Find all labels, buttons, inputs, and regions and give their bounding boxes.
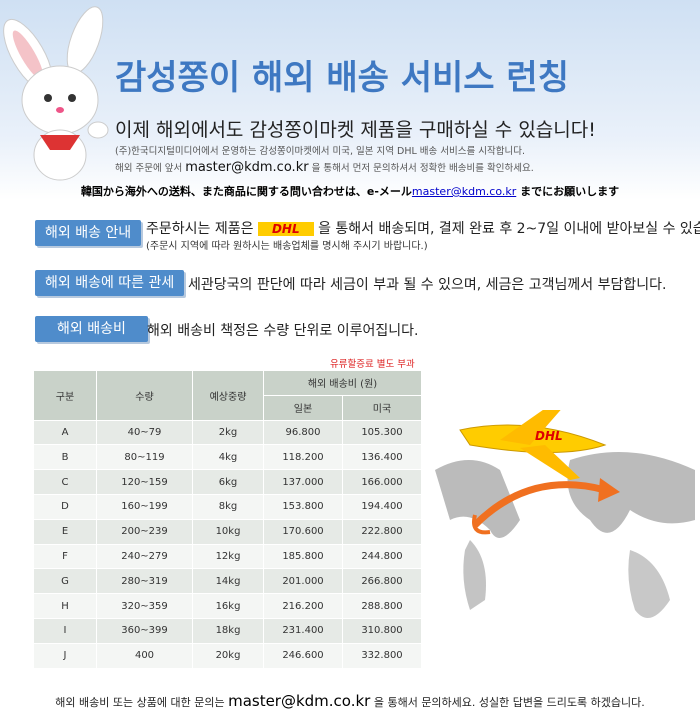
cell: 80~119 — [96, 444, 193, 471]
cell: 4kg — [192, 444, 264, 471]
table-row: J 400 20kg 246.600 332.800 — [33, 642, 422, 669]
cell: 185.800 — [263, 543, 343, 570]
email: master@kdm.co.kr — [185, 160, 309, 175]
th: 수량 — [96, 370, 193, 421]
cell: 2kg — [192, 419, 264, 446]
mascot — [3, 6, 109, 181]
cell: 8kg — [192, 493, 264, 520]
th: 해외 배송비 (원) — [263, 370, 422, 396]
cell: 288.800 — [342, 593, 422, 619]
text: 을 통해서 문의하세요. 성실한 답변을 드리도록 하겠습니다. — [373, 696, 645, 709]
cell: 14kg — [192, 568, 264, 595]
title: 감성쫑이 해외 배송 서비스 런칭 — [115, 58, 569, 98]
dhl-logo: DHL — [257, 222, 314, 236]
cell: 280~319 — [96, 568, 193, 595]
japanese-note: 韓国から海外への送料、また商品に関する問い合わせは、e-メールmaster@kd… — [0, 183, 700, 199]
text: 해외 배송비 또는 상품에 대한 문의는 — [55, 696, 225, 709]
section-note: (주문시 지역에 따라 원하시는 배송업체를 명시해 주시기 바랍니다.) — [146, 241, 428, 252]
cell: 96.800 — [263, 419, 343, 446]
cell: 6kg — [192, 469, 264, 495]
email-link[interactable]: master@kdm.co.kr — [411, 185, 517, 198]
cell: 320~359 — [96, 593, 193, 619]
plane-logo: DHL — [535, 429, 563, 443]
map-illustration: DHL — [435, 410, 695, 618]
cell: 136.400 — [342, 444, 422, 471]
section-label: 해외 배송에 따른 관세 — [35, 270, 185, 296]
table-row: E 200~239 10kg 170.600 222.800 — [33, 518, 422, 545]
cell: 201.000 — [263, 568, 343, 595]
cell: 10kg — [192, 518, 264, 545]
section-text: 주문하시는 제품은 DHL 을 통해서 배송되며, 결제 완료 후 2~7일 이… — [146, 218, 700, 238]
th: 일본 — [263, 394, 343, 421]
table-row: I 360~399 18kg 231.400 310.800 — [33, 617, 422, 644]
cell: 20kg — [192, 642, 264, 669]
cell: 166.000 — [342, 469, 422, 495]
cell: G — [33, 568, 97, 595]
cell: 120~159 — [96, 469, 193, 495]
header-bg — [0, 0, 700, 200]
table-row: C 120~159 6kg 137.000 166.000 — [33, 469, 422, 495]
cell: D — [33, 493, 97, 520]
cell: 200~239 — [96, 518, 193, 545]
section-text: 세관당국의 판단에 따라 세금이 부과 될 수 있으며, 세금은 고객님께서 부… — [188, 277, 667, 293]
text: 을 통해서 배송되며, 결제 완료 후 2~7일 이내에 받아보실 수 있습니다… — [318, 221, 700, 237]
cell: 137.000 — [263, 469, 343, 495]
cell: F — [33, 543, 97, 570]
th: 구분 — [33, 370, 97, 421]
cell: 16kg — [192, 593, 264, 619]
cell: 360~399 — [96, 617, 193, 644]
cell: 231.400 — [263, 617, 343, 644]
table-row: B 80~119 4kg 118.200 136.400 — [33, 444, 422, 471]
cell: 105.300 — [342, 419, 422, 446]
section-label: 해외 배송 안내 — [35, 220, 142, 246]
cell: B — [33, 444, 97, 471]
cell: 240~279 — [96, 543, 193, 570]
table-row: D 160~199 8kg 153.800 194.400 — [33, 493, 422, 520]
cell: 246.600 — [263, 642, 343, 669]
text: 해외 주문에 앞서 — [115, 163, 183, 174]
cell: 40~79 — [96, 419, 193, 446]
cell: E — [33, 518, 97, 545]
th: 미국 — [342, 394, 422, 421]
cell: H — [33, 593, 97, 619]
cell: 244.800 — [342, 543, 422, 570]
section-text: 해외 배송비 책정은 수량 단위로 이루어집니다. — [147, 323, 419, 339]
email: master@kdm.co.kr — [228, 692, 371, 710]
table-row: A 40~79 2kg 96.800 105.300 — [33, 419, 422, 446]
footer: 해외 배송비 또는 상품에 대한 문의는 master@kdm.co.kr 을 … — [0, 692, 700, 710]
text: 주문하시는 제품은 — [146, 221, 254, 237]
text: 을 통해서 먼저 문의하셔서 정확한 배송비를 확인하세요. — [311, 163, 534, 174]
cell: 222.800 — [342, 518, 422, 545]
fuel-note: 유류할증료 별도 부과 — [330, 359, 415, 370]
cell: J — [33, 642, 97, 669]
cell: 400 — [96, 642, 193, 669]
th: 예상중량 — [192, 370, 264, 421]
table-row: G 280~319 14kg 201.000 266.800 — [33, 568, 422, 595]
section-label: 해외 배송비 — [35, 316, 148, 342]
cell: 170.600 — [263, 518, 343, 545]
cell: 332.800 — [342, 642, 422, 669]
cell: 266.800 — [342, 568, 422, 595]
text: 韓国から海外への送料、また商品に関する問い合わせは、e-メール — [80, 185, 412, 198]
cell: I — [33, 617, 97, 644]
note: 해외 주문에 앞서 master@kdm.co.kr 을 통해서 먼저 문의하셔… — [115, 160, 534, 175]
table-row: F 240~279 12kg 185.800 244.800 — [33, 543, 422, 570]
cell: A — [33, 419, 97, 446]
note: (주)한국디지털미디어에서 운영하는 감성쫑이마켓에서 미국, 일본 지역 DH… — [115, 146, 525, 157]
cell: 160~199 — [96, 493, 193, 520]
cell: 12kg — [192, 543, 264, 570]
subtitle: 이제 해외에서도 감성쫑이마켓 제품을 구매하실 수 있습니다! — [115, 119, 596, 141]
cell: 216.200 — [263, 593, 343, 619]
cell: 118.200 — [263, 444, 343, 471]
cell: 18kg — [192, 617, 264, 644]
fee-table: 구분 수량 예상중량 해외 배송비 (원) 일본 미국 A 40~79 2kg 96.800 1… — [33, 370, 422, 669]
text: までにお願いします — [520, 185, 620, 198]
table-row: H 320~359 16kg 216.200 288.800 — [33, 593, 422, 619]
cell: 310.800 — [342, 617, 422, 644]
cell: 153.800 — [263, 493, 343, 520]
cell: C — [33, 469, 97, 495]
cell: 194.400 — [342, 493, 422, 520]
